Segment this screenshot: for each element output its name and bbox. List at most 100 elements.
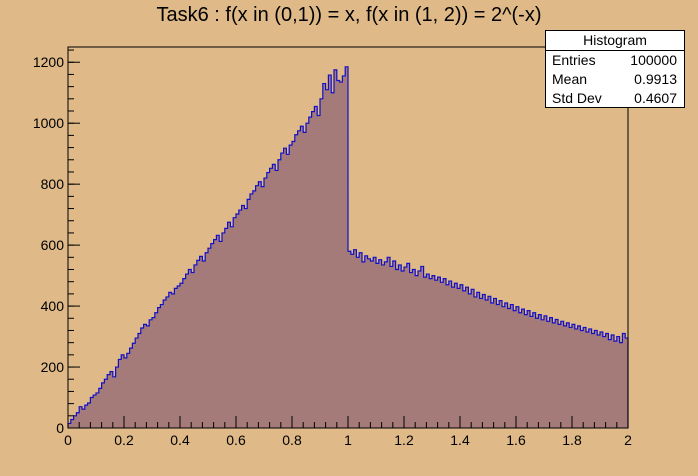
histogram-bin bbox=[488, 296, 492, 428]
histogram-bin bbox=[591, 333, 595, 428]
x-tick-label: 0 bbox=[64, 432, 72, 448]
x-tick-label: 1 bbox=[344, 432, 352, 448]
stats-label: Std Dev bbox=[552, 90, 602, 106]
histogram-bin bbox=[605, 333, 609, 428]
histogram-bin bbox=[104, 379, 108, 428]
histogram-bin bbox=[68, 423, 72, 428]
x-tick-label: 2 bbox=[624, 432, 632, 448]
histogram-bin bbox=[560, 321, 564, 428]
histogram-bin bbox=[426, 274, 430, 428]
histogram-bin bbox=[152, 317, 156, 428]
histogram-bin bbox=[129, 348, 133, 428]
histogram-bin bbox=[566, 322, 570, 428]
histogram-bin bbox=[440, 282, 444, 428]
histogram-bin bbox=[70, 419, 74, 428]
histogram-bin bbox=[588, 328, 592, 428]
histogram-bin bbox=[331, 92, 335, 428]
histogram-bin bbox=[236, 214, 240, 428]
histogram-bin bbox=[608, 339, 612, 428]
histogram-bin bbox=[563, 325, 567, 428]
histogram-bin bbox=[314, 106, 318, 428]
histogram-bin bbox=[504, 303, 508, 428]
stats-row-std-dev: Std Dev 0.4607 bbox=[546, 89, 684, 108]
histogram-bin bbox=[224, 228, 228, 428]
y-tick-label: 1200 bbox=[33, 54, 64, 70]
histogram-bin bbox=[191, 272, 195, 428]
histogram-bin bbox=[622, 333, 626, 428]
histogram-bin bbox=[138, 333, 142, 428]
histogram-bin bbox=[353, 249, 357, 428]
histogram-bin bbox=[518, 312, 522, 428]
histogram-bin bbox=[401, 271, 405, 428]
histogram-bin bbox=[168, 292, 172, 428]
histogram-bin bbox=[180, 283, 184, 428]
histogram-bin bbox=[572, 324, 576, 428]
histogram-bin bbox=[496, 304, 500, 428]
histogram-bin bbox=[619, 342, 623, 428]
histogram-bin bbox=[328, 75, 332, 429]
histogram-bin bbox=[602, 336, 606, 428]
histogram-bin bbox=[227, 222, 231, 428]
histogram-bin bbox=[390, 266, 394, 428]
histogram-bin bbox=[73, 415, 77, 428]
histogram-bin bbox=[516, 306, 520, 428]
histogram-bin bbox=[569, 327, 573, 428]
histogram-bin bbox=[303, 132, 307, 428]
histogram-bin bbox=[387, 257, 391, 428]
x-tick-label: 1.4 bbox=[450, 432, 470, 448]
histogram-bin bbox=[350, 254, 354, 428]
stats-value: 100000 bbox=[630, 52, 677, 68]
stats-row-mean: Mean 0.9913 bbox=[546, 70, 684, 89]
histogram-bin bbox=[216, 235, 220, 428]
histogram-bin bbox=[146, 325, 150, 428]
histogram-bin bbox=[196, 260, 200, 428]
histogram-bin bbox=[395, 269, 399, 428]
x-tick-label: 0.6 bbox=[226, 432, 246, 448]
histogram-bin bbox=[289, 145, 293, 428]
histogram-bin bbox=[549, 317, 553, 428]
histogram-bin bbox=[308, 117, 312, 428]
histogram-bin bbox=[370, 260, 374, 428]
histogram-bin bbox=[317, 115, 321, 428]
histogram-bin bbox=[82, 409, 86, 428]
histogram-bin bbox=[541, 319, 545, 428]
histogram-bin bbox=[160, 304, 164, 428]
histogram-bin bbox=[110, 371, 114, 428]
histogram-bin bbox=[586, 331, 590, 428]
histogram-bin bbox=[96, 392, 100, 428]
y-tick-label: 200 bbox=[41, 359, 65, 375]
histogram-bin bbox=[443, 278, 447, 428]
histogram-bin bbox=[188, 269, 192, 428]
histogram-bin bbox=[79, 406, 83, 428]
histogram-bin bbox=[364, 255, 368, 428]
histogram-bin bbox=[213, 239, 217, 428]
histogram-bin bbox=[373, 257, 377, 428]
stats-label: Entries bbox=[552, 52, 596, 68]
histogram-bin bbox=[552, 322, 556, 428]
histogram-bin bbox=[482, 294, 486, 428]
histogram-bin bbox=[283, 148, 287, 428]
histogram-bin bbox=[132, 343, 136, 428]
y-tick-label: 1000 bbox=[33, 115, 64, 131]
histogram-bin bbox=[166, 296, 170, 428]
histogram-bin bbox=[199, 256, 203, 428]
histogram-bin bbox=[460, 284, 464, 428]
histogram-bin bbox=[163, 299, 167, 428]
histogram-bin bbox=[485, 299, 489, 428]
histogram-bin bbox=[339, 82, 343, 428]
histogram-bin bbox=[311, 111, 315, 428]
histogram-bin bbox=[87, 403, 91, 428]
histogram-bin bbox=[583, 327, 587, 428]
histogram-bin bbox=[378, 259, 382, 428]
histogram-bin bbox=[597, 335, 601, 428]
histogram-bin bbox=[348, 251, 352, 428]
histogram-bin bbox=[594, 330, 598, 428]
histogram-bin bbox=[574, 328, 578, 428]
histogram-bin bbox=[292, 141, 296, 428]
histogram-bin bbox=[510, 304, 514, 428]
histogram-bin bbox=[412, 269, 416, 428]
histogram-bin bbox=[258, 181, 262, 428]
histogram-bin bbox=[465, 287, 469, 428]
histogram-bin bbox=[356, 257, 360, 428]
histogram-bin bbox=[157, 307, 161, 428]
